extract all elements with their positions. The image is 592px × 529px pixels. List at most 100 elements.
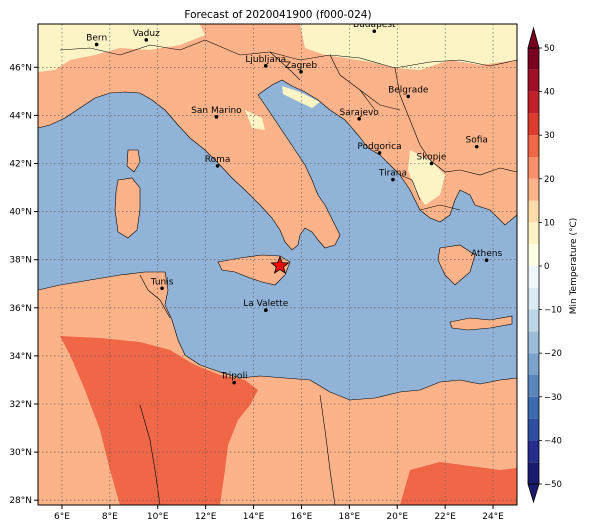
map-frame	[37, 23, 518, 506]
colorbar-tick-label: 20	[544, 175, 555, 185]
cool-zone-coast	[282, 86, 320, 108]
city-la-valette: La Valette	[243, 299, 289, 312]
city-dot	[263, 308, 268, 312]
city-sarajevo: Sarajevo	[340, 108, 379, 121]
city-budapest: Budapest	[353, 20, 396, 34]
map-title: Forecast of 2020041900 (f000-024)	[184, 9, 371, 21]
city-tripoli: Tripoli	[220, 372, 248, 385]
city-belgrade: Belgrade	[388, 85, 429, 99]
city-label: Roma	[205, 155, 231, 165]
city-dot	[391, 177, 395, 182]
colorbar-tick-label: 30	[544, 131, 555, 141]
city-label: Skopje	[417, 152, 447, 162]
colorbar: −50 −40 −30 −20 −10 0 10 20 30 40 50 Min Temperatur…	[527, 26, 579, 504]
city-label: Athens	[471, 249, 502, 259]
cool-zone-balkans	[408, 150, 445, 205]
cool-zone-alps	[38, 24, 205, 72]
land-sardinia	[114, 177, 141, 239]
country-borders	[59, 39, 517, 505]
city-dot	[160, 286, 164, 291]
colorbar-tick-label: 0	[544, 262, 549, 272]
y-axis-ticks: 28°N 30°N 32°N 34°N 36°N 38°N 40°N 42°N 44°N 46°N	[9, 63, 38, 506]
city-dot	[429, 161, 434, 166]
colorbar-tick-label: −40	[544, 436, 562, 446]
y-tick-label: 32°N	[9, 400, 32, 410]
x-axis-ticks: 6°E 8°E 10°E 12°E 14°E 16°E 18°E 20°E 22°E 24°E	[54, 505, 504, 522]
colorbar-band	[528, 113, 539, 136]
city-label: Vaduz	[133, 29, 160, 39]
colorbar-band	[528, 462, 539, 484]
land-peloponnese	[437, 244, 476, 286]
city-san-marino: San Marino	[191, 106, 242, 119]
city-label: Bern	[86, 33, 107, 43]
colorbar-band	[528, 266, 539, 288]
colorbar-tick-label: 40	[544, 88, 555, 98]
colorbar-min-extend	[527, 483, 540, 504]
star-marker	[270, 255, 290, 274]
city-dot	[299, 70, 303, 74]
y-tick-label: 44°N	[9, 111, 32, 121]
x-tick-label: 24°E	[482, 512, 504, 522]
gridlines	[38, 24, 517, 505]
colorbar-band	[528, 331, 539, 354]
x-tick-label: 18°E	[339, 512, 361, 522]
city-label: Tripoli	[220, 372, 248, 382]
y-tick-label: 34°N	[9, 352, 32, 362]
x-tick-label: 14°E	[243, 512, 265, 522]
y-tick-label: 42°N	[9, 159, 32, 169]
city-zagreb: Zagreb	[285, 61, 317, 74]
colorbar-tick-label: −20	[544, 349, 562, 359]
city-ljubljana: Ljubljana	[245, 55, 286, 68]
colorbar-band	[528, 157, 539, 179]
y-tick-label: 30°N	[9, 448, 32, 458]
colorbar-band	[528, 178, 539, 201]
city-label: Budapest	[353, 20, 396, 30]
city-athens: Athens	[471, 249, 502, 262]
y-tick-label: 40°N	[9, 208, 32, 218]
city-dot	[484, 258, 489, 262]
cool-zone-apennines	[245, 110, 265, 130]
colorbar-band	[528, 440, 539, 463]
city-label: San Marino	[191, 106, 242, 116]
x-tick-label: 6°E	[54, 512, 70, 522]
land-crete	[449, 315, 513, 331]
colorbar-label: Min Temperature (°C)	[569, 218, 579, 315]
city-dot	[232, 380, 236, 385]
x-tick-label: 22°E	[434, 512, 456, 522]
city-dot	[372, 29, 377, 34]
colorbar-band	[528, 375, 539, 397]
colorbar-tick-label: 50	[544, 44, 555, 54]
city-skopje: Skopje	[417, 152, 447, 166]
colorbar-band	[528, 200, 539, 223]
colorbar-band	[528, 91, 539, 114]
city-vaduz: Vaduz	[133, 29, 160, 42]
city-label: Tirana	[378, 169, 407, 179]
colorbar-max-extend	[527, 26, 540, 49]
colorbar-tick-label: −30	[544, 393, 562, 403]
city-label: Tunis	[150, 277, 174, 287]
city-bern: Bern	[86, 33, 107, 47]
colorbar-band	[528, 418, 539, 441]
colorbar-band	[528, 69, 539, 92]
x-tick-label: 8°E	[102, 512, 118, 522]
colorbar-band	[528, 48, 539, 70]
colorbar-band	[528, 135, 539, 157]
colorbar-tick-label: −10	[544, 306, 562, 316]
colorbar-band	[528, 396, 539, 419]
city-label: La Valette	[243, 299, 288, 309]
marker-layer	[270, 255, 290, 274]
city-label: Sofia	[466, 136, 488, 146]
city-tirana: Tirana	[378, 169, 407, 182]
hot-zone-east	[400, 462, 517, 505]
city-dot	[144, 38, 149, 42]
city-label: Podgorica	[357, 142, 401, 152]
city-podgorica: Podgorica	[357, 142, 402, 155]
x-tick-label: 10°E	[147, 512, 169, 522]
city-dot	[94, 42, 99, 47]
city-dot	[406, 94, 411, 99]
city-label: Belgrade	[388, 85, 429, 95]
colorbar-band	[528, 222, 539, 245]
city-roma: Roma	[205, 155, 231, 168]
